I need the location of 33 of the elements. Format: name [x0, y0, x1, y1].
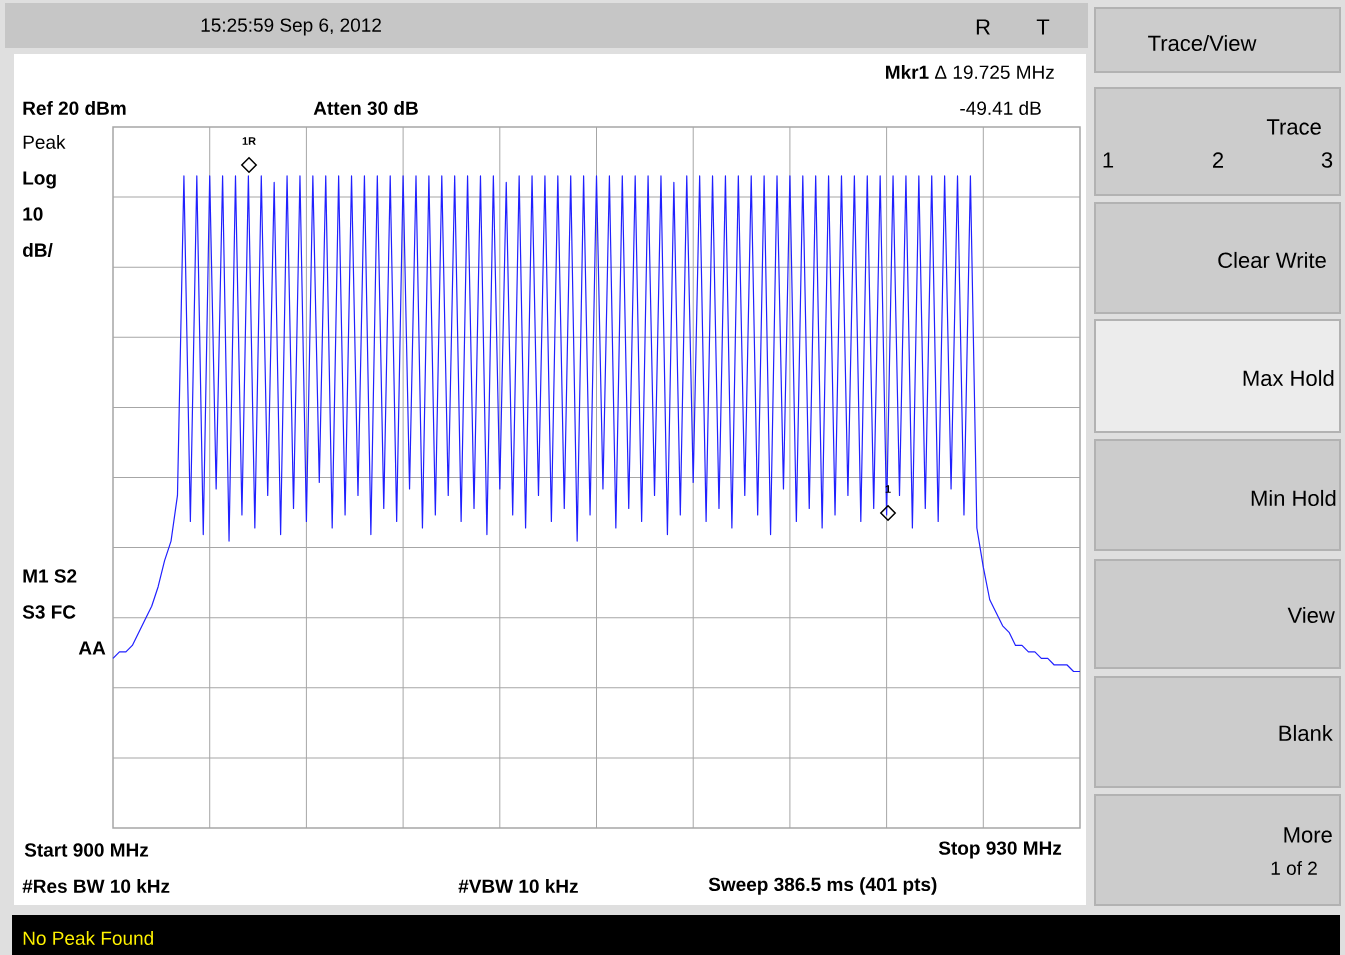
- text: 10: [23, 207, 43, 221]
- text: dB/: [22, 242, 53, 258]
- text: 1 of 2: [1271, 861, 1317, 875]
- text: Max Hold: [1243, 369, 1334, 387]
- text: 1R: [242, 137, 256, 145]
- text: M1 S2: [23, 569, 77, 583]
- text: R: [976, 19, 990, 35]
- text: AA: [78, 641, 106, 655]
- text: 1: [1103, 152, 1114, 168]
- text: Peak: [23, 135, 66, 149]
- text: View: [1287, 606, 1335, 624]
- text: T: [1036, 19, 1050, 35]
- text: Start 900 MHz: [24, 843, 149, 857]
- text: Stop 930 MHz: [938, 841, 1062, 859]
- text: S3 FC: [22, 605, 76, 619]
- text: Mkr1 Δ 19.725 MHz: [886, 65, 1054, 79]
- text: #Res BW 10 kHz: [22, 879, 170, 893]
- text: -49.41 dB: [960, 101, 1041, 115]
- text: Blank: [1279, 724, 1333, 742]
- text: Trace/View: [1148, 34, 1257, 52]
- text: 15:25:59 Sep 6, 2012: [201, 18, 381, 36]
- text: Trace: [1266, 119, 1321, 135]
- text: No Peak Found: [23, 931, 153, 945]
- text: #VBW 10 kHz: [458, 879, 578, 893]
- text: Atten 30 dB: [313, 100, 418, 115]
- text: 3: [1321, 152, 1333, 168]
- text: Log: [23, 171, 56, 189]
- text: More: [1284, 827, 1332, 843]
- text: Sweep 386.5 ms (401 pts): [708, 877, 937, 895]
- text: Clear Write: [1218, 251, 1326, 269]
- text: Min Hold: [1251, 489, 1336, 507]
- text: 2: [1213, 152, 1224, 168]
- text: Ref 20 dBm: [23, 101, 126, 115]
